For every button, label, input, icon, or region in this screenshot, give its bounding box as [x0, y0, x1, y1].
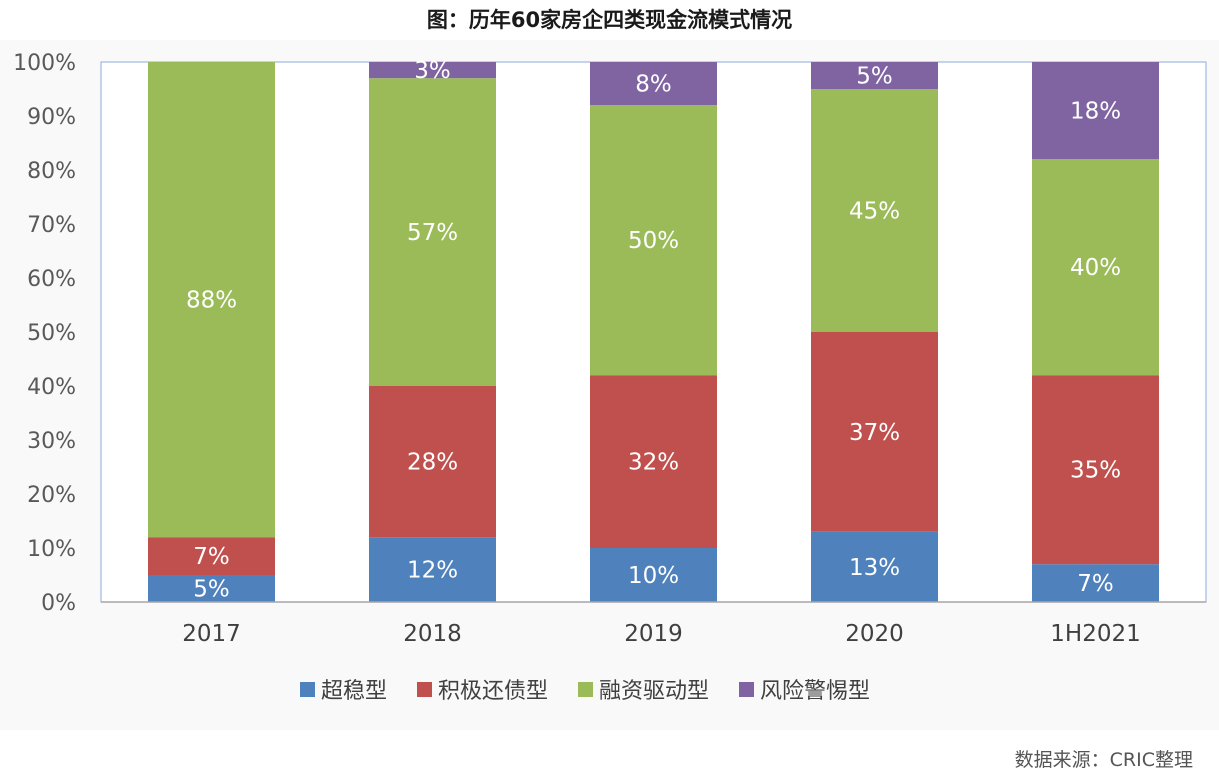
y-tick-label: 10% [27, 537, 76, 562]
bar-segment [1032, 564, 1159, 602]
x-tick-label: 2020 [845, 621, 904, 647]
y-tick-label: 0% [41, 591, 76, 616]
y-axis: 0% 10% 20% 30% 40% 50% 60% 70% 80% 90% 100% [13, 51, 76, 616]
data-label: 45% [849, 199, 900, 225]
legend-label: 超稳型 [321, 679, 387, 704]
bar-segment [590, 548, 717, 602]
y-tick-label: 80% [27, 159, 76, 184]
x-tick-label: 2018 [403, 621, 462, 647]
bar-segment [811, 89, 938, 332]
x-axis: 2017 2018 2019 2020 1H2021 [101, 601, 1206, 647]
bar-segment [811, 62, 938, 89]
data-label: 88% [186, 288, 237, 314]
data-label: 7% [193, 544, 230, 570]
data-label: 5% [856, 64, 893, 90]
chart-title: 图：历年60家房企四类现金流模式情况 [426, 8, 793, 32]
y-tick-label: 40% [27, 375, 76, 400]
data-label: 13% [849, 555, 900, 581]
data-label: 28% [407, 450, 458, 476]
legend-label: 风险警惕型 [760, 679, 870, 704]
y-tick-label: 30% [27, 429, 76, 454]
y-tick-label: 90% [27, 105, 76, 130]
bar-segment [369, 62, 496, 79]
y-tick-label: 100% [13, 51, 76, 76]
bar-segment [1032, 375, 1159, 565]
legend-label: 融资驱动型 [599, 679, 709, 704]
x-tick-label: 2017 [182, 621, 241, 647]
bar-segment [590, 62, 717, 106]
data-label: 7% [1077, 571, 1114, 597]
bar-segment [148, 62, 275, 538]
data-label: 32% [628, 450, 679, 476]
y-tick-label: 50% [27, 321, 76, 346]
data-label: 40% [1070, 255, 1121, 281]
data-label: 3% [414, 58, 451, 84]
x-tick-label: 2019 [624, 621, 683, 647]
bar-segment [1032, 62, 1159, 160]
legend-label: 积极还债型 [438, 679, 548, 704]
data-label: 35% [1070, 458, 1121, 484]
source-note: 数据来源：CRIC整理 [1014, 749, 1193, 771]
data-label: 8% [635, 72, 672, 98]
legend-swatch [300, 682, 315, 697]
bar-segment [369, 386, 496, 538]
bar-segment [811, 332, 938, 532]
bars: 5% 7% 88% 12% 28% 57% 3% 10% 32% 50% 8% 13% 37% 45% 5%… [148, 58, 1159, 603]
data-label: 12% [407, 558, 458, 584]
y-tick-label: 60% [27, 267, 76, 292]
legend-swatch [578, 682, 593, 697]
data-label: 50% [628, 228, 679, 254]
data-label: 5% [193, 577, 230, 603]
bar-segment [811, 531, 938, 602]
bar-segment [590, 105, 717, 376]
bar-segment [148, 575, 275, 602]
data-label: 37% [849, 420, 900, 446]
legend-swatch [417, 682, 432, 697]
bar-segment [369, 78, 496, 386]
y-tick-label: 70% [27, 213, 76, 238]
bar-segment [148, 537, 275, 575]
data-label: 18% [1070, 99, 1121, 125]
x-tick-label: 1H2021 [1050, 621, 1140, 647]
bar-segment [369, 537, 496, 602]
bar-segment [1032, 159, 1159, 376]
data-label: 57% [407, 220, 458, 246]
data-label: 10% [628, 563, 679, 589]
y-tick-label: 20% [27, 483, 76, 508]
bar-segment [590, 375, 717, 548]
legend: 超稳型 积极还债型 融资驱动型 风险警惕型 [300, 679, 870, 704]
legend-swatch [739, 682, 754, 697]
